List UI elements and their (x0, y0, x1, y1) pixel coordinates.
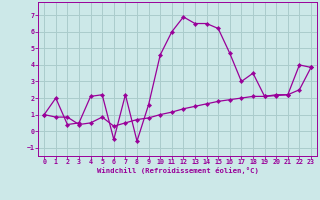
X-axis label: Windchill (Refroidissement éolien,°C): Windchill (Refroidissement éolien,°C) (97, 167, 259, 174)
